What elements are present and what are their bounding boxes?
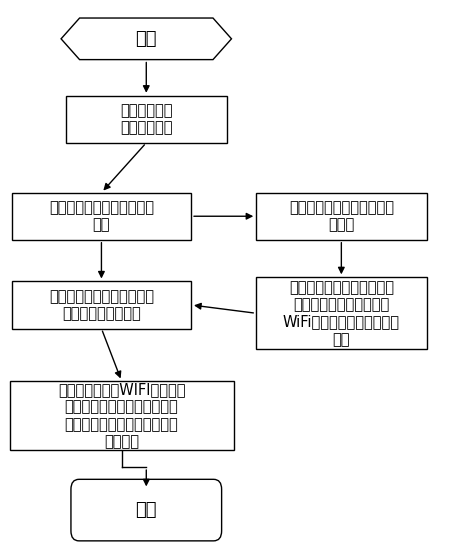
Bar — [256, 277, 427, 349]
Text: 结束: 结束 — [136, 501, 157, 519]
Text: 开始: 开始 — [136, 30, 157, 48]
Bar — [10, 381, 234, 450]
Text: 接收服务器返回的各路段预
采用的组合导航模式: 接收服务器返回的各路段预 采用的组合导航模式 — [49, 289, 154, 321]
Text: 发送设置目的地、规划路线
信息: 发送设置目的地、规划路线 信息 — [49, 200, 154, 232]
Bar — [65, 96, 227, 143]
Bar — [12, 281, 191, 329]
Text: 服务器接收设置目的地、规
划路线: 服务器接收设置目的地、规 划路线 — [289, 200, 394, 232]
Bar — [12, 193, 191, 240]
FancyBboxPatch shape — [71, 479, 222, 541]
Text: 设置导航目的
地、规划路线: 设置导航目的 地、规划路线 — [120, 103, 173, 136]
Bar — [256, 193, 427, 240]
Polygon shape — [61, 18, 232, 59]
Text: ，服务器发送该路线各路段
预采用的定位导航模式、
WiFi连接密码等数据到车载
终端: ，服务器发送该路线各路段 预采用的定位导航模式、 WiFi连接密码等数据到车载 … — [283, 279, 400, 347]
Text: 综合卫星信号、WIFI热点可获
得、所处的空间地理位置，以
及预设置的组合定位策略进行
泛在导航: 综合卫星信号、WIFI热点可获 得、所处的空间地理位置，以 及预设置的组合定位策… — [58, 382, 185, 450]
